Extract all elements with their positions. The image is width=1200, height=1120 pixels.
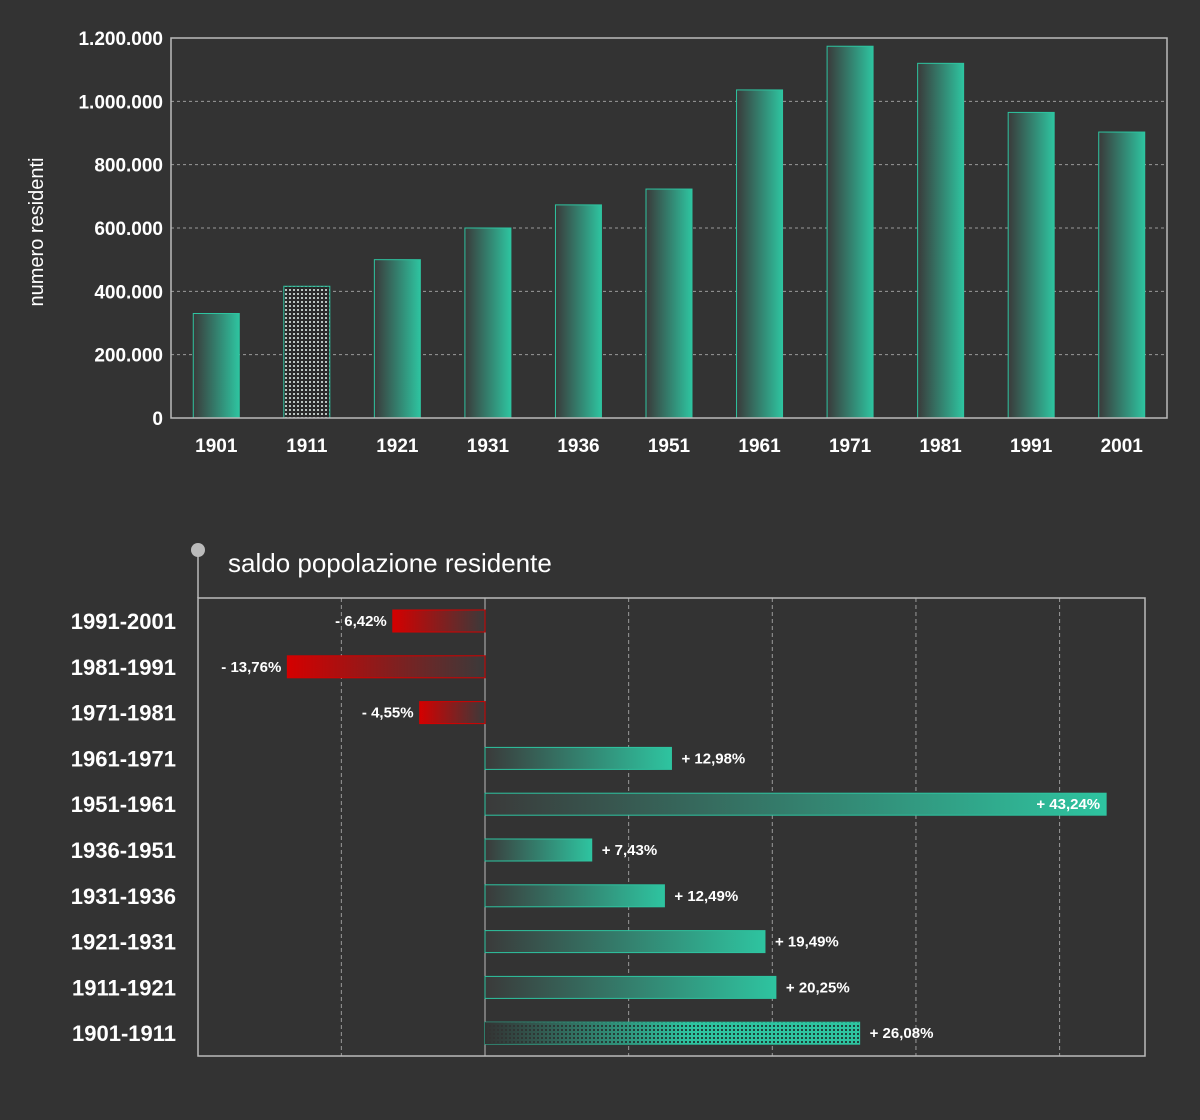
x-tick-label: 1911 — [286, 436, 328, 457]
y-tick-label: 400.000 — [94, 282, 163, 303]
balance-bars — [286, 609, 1107, 1045]
x-tick-label: 1961 — [738, 436, 781, 457]
value-label: - 13,76% — [221, 659, 281, 676]
x-tick-label: 1971 — [829, 436, 872, 457]
x-tick-label: 1931 — [467, 436, 510, 457]
category-label: 1961-1971 — [71, 746, 176, 771]
balance-plot-frame — [197, 597, 1146, 1057]
bar-1931 — [464, 227, 512, 419]
category-label: 1921-1931 — [71, 930, 176, 955]
balance-value-labels: - 6,42% - 13,76% - 4,55% + 12,98% + 43,24% + … — [221, 613, 1100, 1042]
category-label: 1931-1936 — [71, 884, 176, 909]
bar-1936 — [554, 204, 602, 419]
bar-1951-1961 — [484, 792, 1107, 816]
value-label: - 6,42% — [335, 613, 387, 630]
y-tick-label: 600.000 — [94, 219, 163, 240]
category-label: 1901-1911 — [72, 1021, 176, 1046]
bar-1971-1981 — [419, 701, 486, 725]
bar-fade-overlay — [485, 1022, 692, 1045]
bar-1901 — [192, 313, 240, 419]
bar-1931-1936 — [484, 884, 665, 908]
bar-1921-1931 — [484, 930, 766, 954]
x-tick-label: 2001 — [1101, 436, 1144, 457]
x-tick-label: 1921 — [376, 436, 419, 457]
population-y-axis-label: numero residenti — [26, 158, 48, 307]
x-tick-label: 1936 — [557, 436, 599, 457]
x-tick-label: 1981 — [919, 436, 962, 457]
bar-1981-1991 — [286, 655, 486, 679]
bar-1911-1921 — [484, 975, 777, 999]
category-label: 1951-1961 — [71, 792, 176, 817]
x-tick-label: 1951 — [648, 436, 691, 457]
bar-1936-1951 — [484, 838, 593, 862]
bar-1991-2001 — [392, 609, 486, 633]
bar-2001 — [1098, 131, 1146, 419]
category-label: 1981-1991 — [71, 655, 176, 680]
y-tick-label: 1.000.000 — [78, 92, 163, 113]
population-bars — [192, 45, 1146, 419]
value-label: + 7,43% — [602, 842, 657, 859]
bar-1951 — [645, 188, 693, 419]
population-plot-frame — [170, 37, 1168, 419]
bar-1981 — [917, 62, 965, 419]
y-tick-label: 1.200.000 — [78, 29, 163, 50]
x-tick-label: 1991 — [1010, 436, 1053, 457]
title-marker-dot — [191, 543, 205, 557]
population-y-ticks: 0 200.000 400.000 600.000 800.000 1.000.000 1.… — [78, 29, 163, 430]
category-label: 1911-1921 — [72, 975, 176, 1000]
category-label: 1991-2001 — [71, 609, 176, 634]
y-tick-label: 200.000 — [94, 346, 163, 367]
balance-chart: saldo popolazione residente 1991-2001 198… — [71, 543, 1146, 1057]
balance-chart-title: saldo popolazione residente — [228, 548, 552, 578]
value-label: + 43,24% — [1036, 796, 1100, 813]
bar-1921 — [373, 259, 421, 419]
value-label: + 26,08% — [870, 1025, 934, 1042]
population-chart: 0 200.000 400.000 600.000 800.000 1.000.000 1.… — [26, 29, 1168, 457]
y-tick-label: 0 — [152, 409, 163, 430]
category-label: 1936-1951 — [71, 838, 176, 863]
value-label: - 4,55% — [362, 705, 414, 722]
bar-1911 — [283, 285, 331, 419]
bar-1971 — [826, 45, 874, 419]
bar-1961 — [736, 89, 784, 419]
value-label: + 20,25% — [786, 979, 850, 996]
x-tick-label: 1901 — [195, 436, 238, 457]
balance-category-labels: 1991-2001 1981-1991 1971-1981 1961-1971 1951… — [71, 609, 176, 1046]
population-x-ticks: 1901 1911 1921 1931 1936 1951 1961 1971 1981 1991… — [195, 436, 1143, 457]
value-label: + 12,98% — [681, 750, 745, 767]
bar-1991 — [1007, 111, 1055, 419]
value-label: + 19,49% — [775, 934, 839, 951]
bar-1961-1971 — [484, 746, 672, 770]
value-label: + 12,49% — [674, 888, 738, 905]
y-tick-label: 800.000 — [94, 156, 163, 177]
category-label: 1971-1981 — [71, 701, 176, 726]
